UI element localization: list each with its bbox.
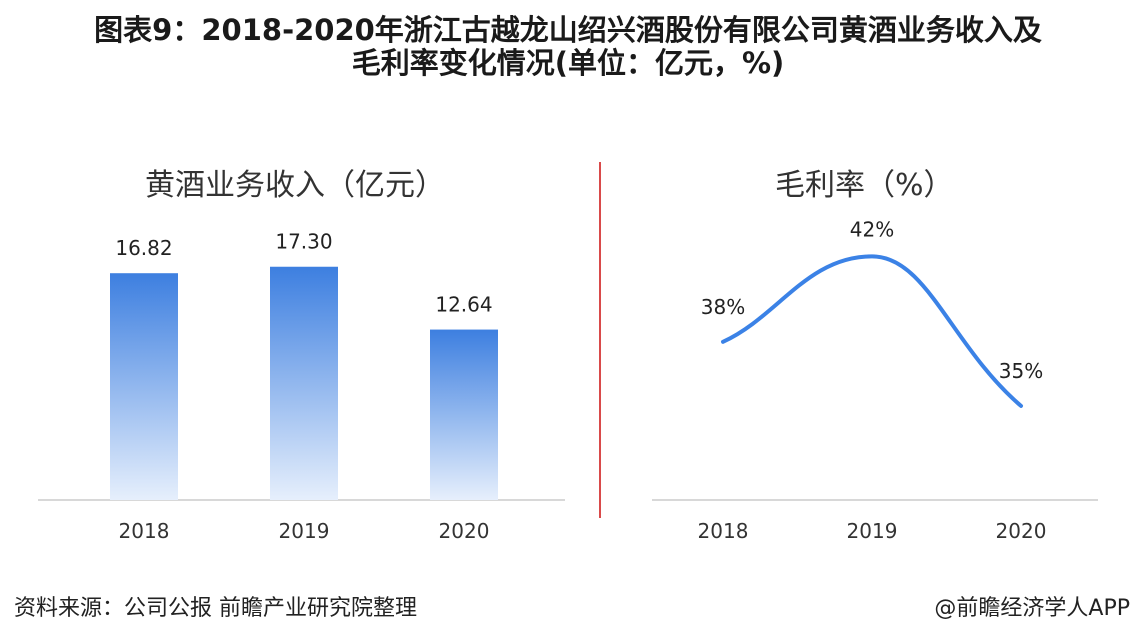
line-value-label: 35% bbox=[999, 359, 1043, 383]
bar-series: 16.82 2018 17.30 2019 12.64 2020 bbox=[110, 230, 498, 543]
x-tick-label: 2019 bbox=[279, 519, 330, 543]
x-tick-label: 2018 bbox=[119, 519, 170, 543]
chart-title: 图表9：2018-2020年浙江古越龙山绍兴酒股份有限公司黄酒业务收入及 毛利率… bbox=[0, 14, 1136, 80]
line-chart-title: 毛利率（%） bbox=[775, 168, 954, 203]
bar-value-label: 16.82 bbox=[115, 236, 172, 260]
bar-2018 bbox=[110, 273, 178, 500]
chart-title-line1: 图表9：2018-2020年浙江古越龙山绍兴酒股份有限公司黄酒业务收入及 bbox=[94, 13, 1042, 47]
x-tick-label: 2018 bbox=[698, 519, 749, 543]
credit-note: @前瞻经济学人APP bbox=[934, 596, 1130, 621]
x-tick-label: 2020 bbox=[439, 519, 490, 543]
bar-value-label: 12.64 bbox=[435, 293, 492, 317]
source-note: 资料来源：公司公报 前瞻产业研究院整理 bbox=[14, 596, 417, 621]
bar-value-label: 17.30 bbox=[275, 230, 332, 254]
x-tick-label: 2020 bbox=[996, 519, 1047, 543]
x-tick-label: 2019 bbox=[847, 519, 898, 543]
bar-2019 bbox=[270, 266, 338, 500]
bar-2020 bbox=[430, 329, 498, 500]
line-value-label: 38% bbox=[701, 295, 745, 319]
bar-chart-title: 黄酒业务收入（亿元） bbox=[145, 168, 445, 203]
line-value-label: 42% bbox=[850, 217, 894, 241]
chart-title-line2: 毛利率变化情况(单位：亿元，%) bbox=[351, 46, 785, 80]
panel-divider bbox=[599, 162, 601, 518]
line-series: 38% 2018 42% 2019 35% 2020 bbox=[698, 217, 1047, 543]
margin-line bbox=[721, 254, 1023, 408]
